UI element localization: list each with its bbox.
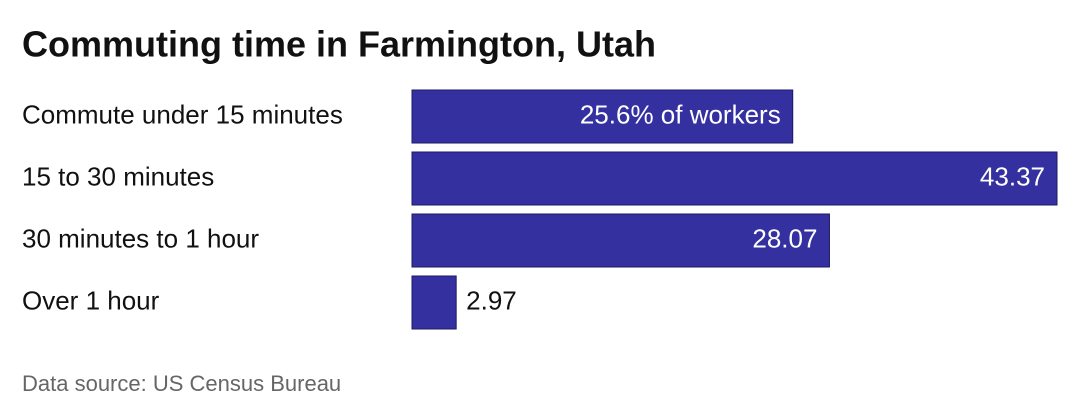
category-label: Commute under 15 minutes [22, 99, 343, 129]
bar [411, 89, 794, 144]
value-label: 25.6% of workers [580, 99, 781, 129]
chart-title: Commuting time in Farmington, Utah [22, 24, 656, 65]
value-label: 28.07 [752, 223, 817, 253]
bar [411, 213, 830, 268]
category-label: 15 to 30 minutes [22, 161, 214, 191]
bar [411, 151, 1058, 206]
category-label: 30 minutes to 1 hour [22, 223, 259, 253]
value-label: 2.97 [466, 285, 517, 315]
bar [411, 275, 457, 330]
source-note: Data source: US Census Bureau [22, 371, 341, 396]
category-label: Over 1 hour [22, 285, 160, 315]
value-label: 43.37 [980, 161, 1045, 191]
